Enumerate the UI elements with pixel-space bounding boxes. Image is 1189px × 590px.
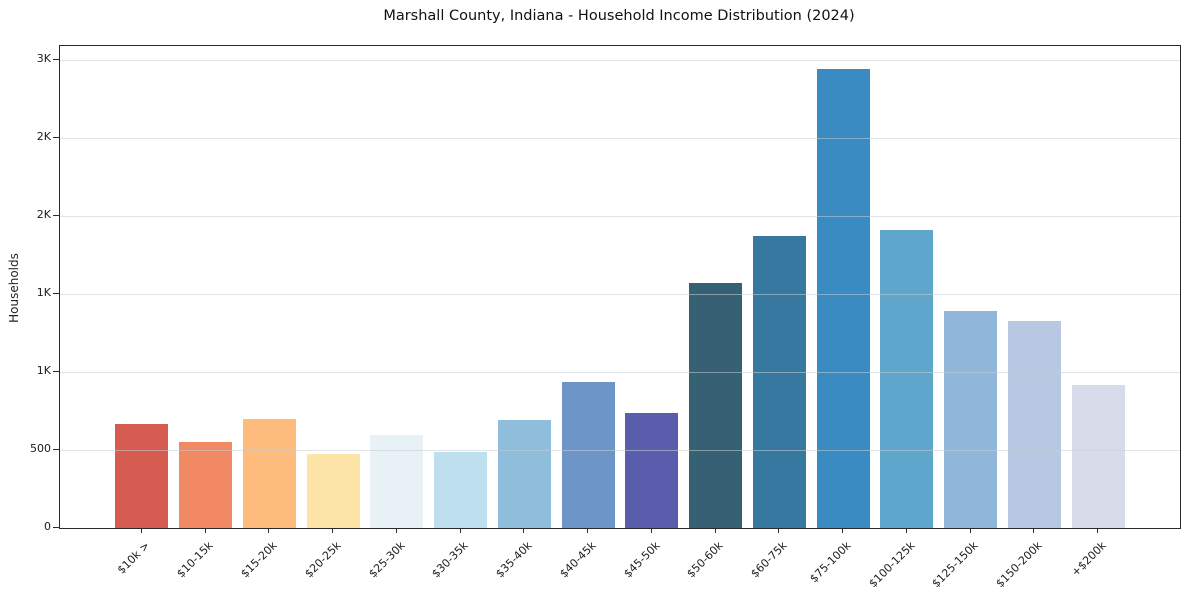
bar xyxy=(1071,384,1125,528)
gridline xyxy=(60,59,1180,61)
bar xyxy=(944,311,998,528)
x-axis-tick-mark xyxy=(459,528,461,533)
y-axis-tick-label: 2K xyxy=(36,130,51,144)
gridline xyxy=(60,449,1180,451)
y-axis-tick-label: 0 xyxy=(44,520,51,533)
y-axis-tick-label: 3K xyxy=(36,52,51,66)
x-axis-tick-mark xyxy=(969,528,971,533)
bar xyxy=(689,283,743,528)
x-axis-tick-mark xyxy=(778,528,780,533)
x-axis-tick-mark xyxy=(905,528,907,533)
bar xyxy=(179,442,233,528)
plot-area xyxy=(59,45,1181,529)
x-axis-tick-mark xyxy=(1097,528,1099,533)
y-axis-tick-label: 1K xyxy=(36,286,51,300)
bar xyxy=(242,418,296,528)
y-axis-tick-label: 1K xyxy=(36,364,51,377)
y-axis-tick-mark xyxy=(53,449,59,450)
bar xyxy=(880,230,934,528)
x-axis-tick-mark xyxy=(332,528,334,533)
x-axis-tick-mark xyxy=(842,528,844,533)
x-axis-tick-mark xyxy=(1033,528,1035,533)
bar xyxy=(370,435,424,528)
y-axis-tick-mark xyxy=(53,527,59,528)
x-axis-tick-mark xyxy=(650,528,652,533)
bar xyxy=(115,423,169,528)
gridline xyxy=(60,137,1180,139)
bar xyxy=(816,69,870,528)
bar xyxy=(497,419,551,528)
bar xyxy=(306,453,360,528)
x-axis-tick-mark xyxy=(268,528,270,533)
y-axis-tick-mark xyxy=(53,371,59,372)
x-axis-tick-mark xyxy=(140,528,142,533)
x-axis-tick-mark xyxy=(523,528,525,533)
y-axis-tick-mark xyxy=(53,293,59,295)
bar xyxy=(752,235,806,528)
y-axis-tick-label: 2K xyxy=(36,208,51,222)
bar xyxy=(1007,321,1061,528)
y-axis-tick-mark xyxy=(53,215,59,217)
bar xyxy=(434,452,488,528)
y-axis-tick-label: 500 xyxy=(30,442,51,455)
chart-title: Marshall County, Indiana - Household Inc… xyxy=(383,8,855,24)
x-axis-tick-mark xyxy=(395,528,397,533)
bar xyxy=(625,413,679,528)
y-axis-tick-mark xyxy=(53,137,59,139)
bar xyxy=(561,382,615,528)
x-axis-tick-mark xyxy=(587,528,589,533)
x-axis-tick-mark xyxy=(204,528,206,533)
gridline xyxy=(60,293,1180,295)
x-axis-tick-mark xyxy=(714,528,716,533)
y-axis-tick-mark xyxy=(53,59,59,61)
gridline xyxy=(60,371,1180,373)
gridline xyxy=(60,215,1180,217)
